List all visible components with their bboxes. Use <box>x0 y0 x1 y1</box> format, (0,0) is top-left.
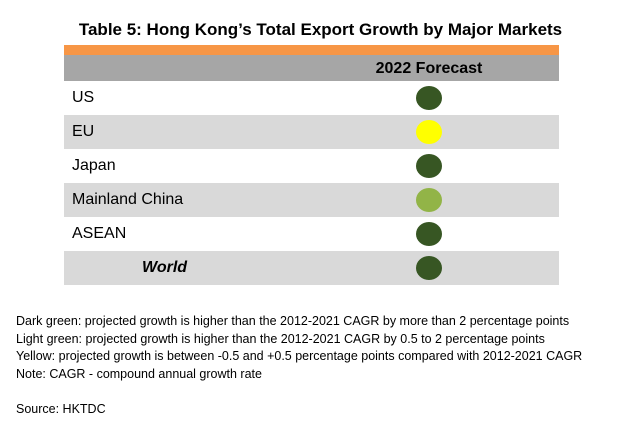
forecast-indicator-dot <box>416 222 442 246</box>
forecast-indicator-dot <box>416 188 442 212</box>
market-label: Mainland China <box>72 191 184 208</box>
note-dark-green: Dark green: projected growth is higher t… <box>16 314 570 328</box>
note-cagr: Note: CAGR - compound annual growth rate <box>16 366 262 381</box>
forecast-indicator-dot <box>416 120 442 144</box>
market-label: EU <box>72 123 95 140</box>
market-label: World <box>142 259 188 276</box>
table-row-mainland-china: Mainland China <box>64 183 559 217</box>
note-light-green: Light green: projected growth is higher … <box>16 331 545 346</box>
legend-notes: Dark green: projected growth is higher t… <box>16 313 582 383</box>
forecast-table: 2022 Forecast US EU Japan Mainland China… <box>64 45 559 285</box>
market-label: US <box>72 89 95 106</box>
note-yellow: Yellow: projected growth is between -0.5… <box>16 349 583 363</box>
table-row-asean: ASEAN <box>64 217 559 251</box>
forecast-indicator-dot <box>416 86 442 110</box>
table-row-japan: Japan <box>64 149 559 183</box>
table-row-us: US <box>64 81 559 115</box>
table-title: Table 5: Hong Kong’s Total Export Growth… <box>78 20 563 39</box>
table-header-row: 2022 Forecast <box>64 55 559 81</box>
column-header-2022-forecast: 2022 Forecast <box>375 60 483 77</box>
accent-bar <box>64 45 559 55</box>
table-row-world: World <box>64 251 559 285</box>
table-row-eu: EU <box>64 115 559 149</box>
market-label: ASEAN <box>72 225 127 242</box>
forecast-indicator-dot <box>416 154 442 178</box>
forecast-indicator-dot <box>416 256 442 280</box>
source-text: Source: HKTDC <box>16 402 106 416</box>
market-label: Japan <box>72 157 116 174</box>
